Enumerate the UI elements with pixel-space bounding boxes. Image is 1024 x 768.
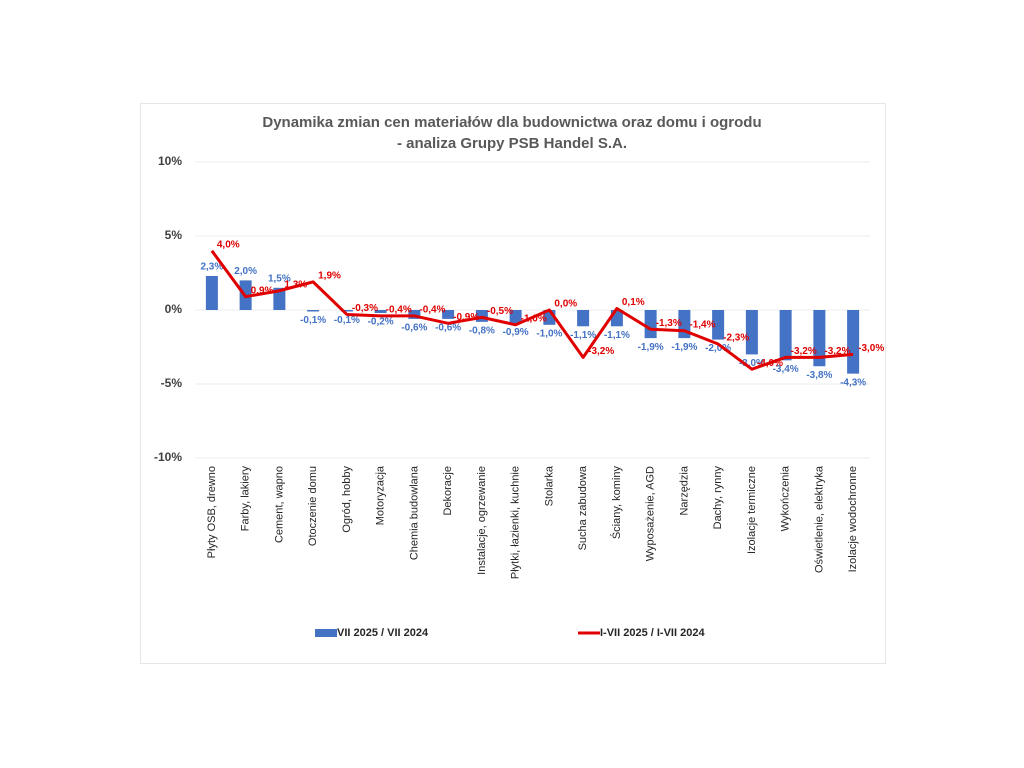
bar	[644, 310, 657, 339]
x-tick-label: Płyty OSB, drewno	[206, 466, 218, 558]
x-tick-label: Oświetlenie, elektryka	[813, 465, 825, 573]
line-value-label: 1,3%	[284, 279, 307, 290]
bar-value-label: -2,0%	[705, 343, 731, 354]
bar-value-label: -0,9%	[503, 327, 529, 338]
x-tick-label: Ściany, kominy	[610, 466, 623, 540]
bar	[813, 310, 826, 367]
bar	[205, 275, 218, 310]
bar	[847, 310, 860, 374]
bar-value-label: -1,1%	[604, 330, 630, 341]
bar	[745, 310, 758, 355]
line-value-label: -3,2%	[588, 346, 614, 357]
x-tick-label: Stolarka	[543, 465, 555, 506]
line-value-label: -3,2%	[791, 346, 817, 357]
line	[210, 249, 854, 371]
x-tick-label: Narzędzia	[678, 465, 690, 515]
bar	[779, 310, 792, 361]
bar	[712, 310, 725, 340]
bar	[340, 310, 353, 312]
x-tick-label: Izolacje wodochronne	[847, 466, 859, 572]
bar-value-label: -3,0%	[739, 358, 765, 369]
line-value-label: 1,9%	[318, 271, 341, 282]
x-tick-label: Płytki, łazienki, kuchnie	[510, 466, 522, 579]
x-tick-label: Motoryzacja	[375, 465, 387, 525]
bar-value-label: -1,9%	[671, 342, 697, 353]
bar-value-label: -4,3%	[840, 377, 866, 388]
line-value-label: -0,4%	[419, 305, 445, 316]
bar-value-label: -0,1%	[300, 315, 326, 326]
line-value-label: -1,3%	[656, 318, 682, 329]
bar-value-label: -1,1%	[570, 330, 596, 341]
x-tick-label: Wyposażenie, AGD	[645, 466, 657, 561]
x-tick-label: Izolacje termiczne	[746, 466, 758, 554]
bar	[374, 310, 387, 313]
line-value-label: -0,4%	[386, 305, 412, 316]
bar-value-label: -3,8%	[806, 370, 832, 381]
x-tick-label: Chemia budowlana	[408, 465, 420, 560]
legend-label: I-VII 2025 / I-VII 2024	[600, 627, 705, 639]
line-value-label: -0,5%	[487, 306, 513, 317]
x-tick-label: Sucha zabudowa	[577, 465, 589, 550]
y-tick-label: 10%	[158, 154, 182, 168]
legend-label: VII 2025 / VII 2024	[337, 627, 429, 639]
x-tick-label: Wykończenia	[780, 465, 792, 531]
y-tick-label: -5%	[161, 376, 183, 390]
x-tick-label: Cement, wapno	[273, 466, 285, 543]
chart-subtitle: - analiza Grupy PSB Handel S.A.	[397, 135, 627, 152]
line-value-label: 0,1%	[622, 297, 645, 308]
bar-value-label: -1,0%	[536, 328, 562, 339]
x-tick-label: Otoczenie domu	[307, 466, 319, 546]
bar-value-label: -0,2%	[368, 317, 394, 328]
x-tick-label: Ogród, hobby	[341, 466, 353, 533]
line-value-label: -3,2%	[824, 346, 850, 357]
bar-value-label: -0,6%	[401, 323, 427, 334]
line-value-label: 0,0%	[554, 299, 577, 310]
bar-value-label: 2,0%	[234, 266, 257, 277]
y-tick-label: -10%	[154, 450, 182, 464]
line-value-label: -2,3%	[723, 333, 749, 344]
bar-value-label: -0,8%	[469, 325, 495, 336]
bar	[442, 310, 455, 319]
line-value-label: -4,0%	[757, 358, 783, 369]
bar-value-label: -1,9%	[638, 342, 664, 353]
y-tick-label: 0%	[165, 302, 183, 316]
line-value-label: -1,4%	[689, 319, 715, 330]
line-value-label: -0,9%	[453, 312, 479, 323]
line-value-label: -1,0%	[521, 313, 547, 324]
line-value-label: 0,9%	[251, 285, 274, 296]
bar-value-label: 1,5%	[268, 273, 291, 284]
x-tick-label: Instalacje, ogrzewanie	[476, 466, 488, 575]
x-tick-label: Dekoracje	[442, 466, 454, 516]
line-value-label: 4,0%	[217, 239, 240, 250]
bar-value-label: -0,6%	[435, 323, 461, 334]
bar	[273, 287, 286, 310]
bar	[509, 310, 522, 324]
bar-value-label: -3,4%	[773, 364, 799, 375]
y-tick-label: 5%	[165, 228, 183, 242]
legend-swatch	[315, 629, 337, 637]
chart-title: Dynamika zmian cen materiałów dla budown…	[262, 114, 761, 131]
line-value-label: -0,3%	[352, 303, 378, 314]
bar	[307, 310, 320, 312]
bar-value-label: -0,1%	[334, 315, 360, 326]
bar-value-label: 2,3%	[200, 262, 223, 273]
x-tick-label: Farby, lakiery	[240, 466, 252, 532]
line-value-label: -3,0%	[858, 343, 884, 354]
x-tick-label: Dachy, rynny	[712, 466, 724, 530]
bar	[577, 310, 590, 327]
